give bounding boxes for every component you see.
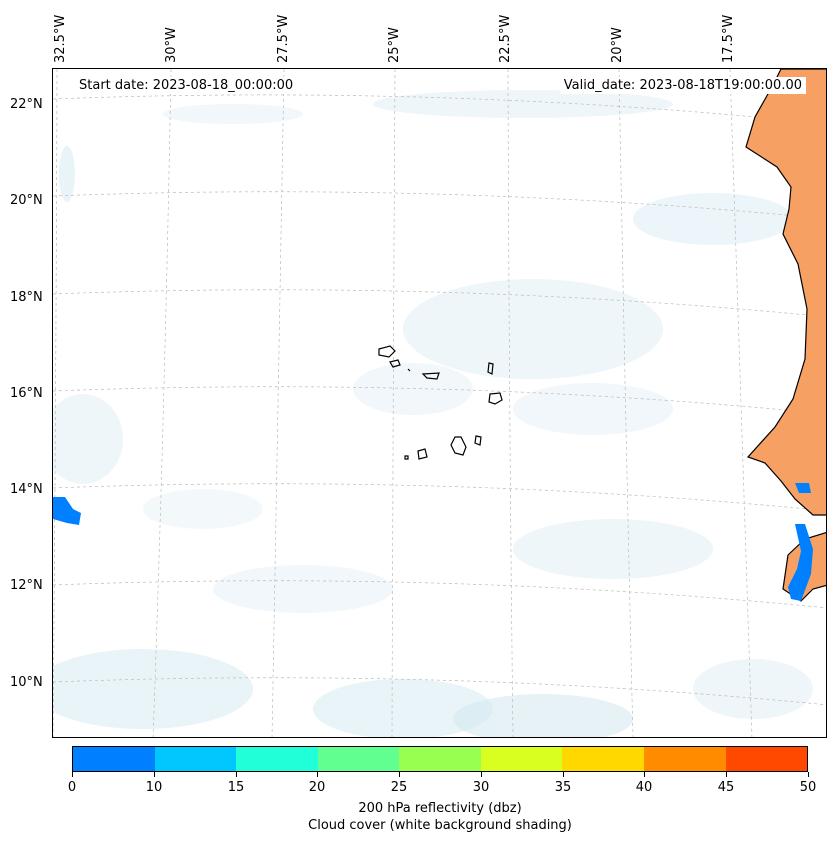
- colorbar-tick: [808, 772, 809, 777]
- lat-label-10n: 10°N: [10, 675, 43, 690]
- colorbar-segment: [399, 747, 481, 771]
- colorbar-tick-label: 30: [472, 780, 490, 795]
- colorbar-tick: [481, 772, 482, 777]
- colorbar-segment: [643, 747, 726, 771]
- map-canvas: [53, 69, 826, 737]
- colorbar-tick-label: 50: [799, 780, 817, 795]
- cape-verde-islands: [378, 345, 503, 460]
- start-date-label: Start date: 2023-08-18_00:00:00: [75, 77, 298, 94]
- lon-label-22-5w: 22.5°W: [498, 14, 513, 63]
- colorbar-tick-label: 20: [308, 780, 326, 795]
- lat-label-12n: 12°N: [10, 578, 43, 593]
- colorbar-segment: [725, 747, 808, 771]
- colorbar-tick: [317, 772, 318, 777]
- lat-label-18n: 18°N: [10, 290, 43, 305]
- lat-label-22n: 22°N: [10, 97, 43, 112]
- map-panel: Start date: 2023-08-18_00:00:00 Valid_da…: [52, 68, 827, 738]
- colorbar-tick: [236, 772, 237, 777]
- lon-label-17-5w: 17.5°W: [721, 14, 736, 63]
- colorbar-segment: [562, 747, 644, 771]
- colorbar-tick-label: 25: [390, 780, 408, 795]
- lon-label-27-5w: 27.5°W: [276, 14, 291, 63]
- lon-label-30w: 30°W: [164, 27, 179, 63]
- colorbar-tick: [563, 772, 564, 777]
- colorbar-tick-label: 0: [67, 780, 77, 795]
- lat-label-20n: 20°N: [10, 193, 43, 208]
- colorbar-subtitle: Cloud cover (white background shading): [308, 818, 572, 833]
- cloud-cover-shading: [53, 90, 813, 737]
- colorbar-title: 200 hPa reflectivity (dbz): [358, 801, 522, 816]
- colorbar-segment: [480, 747, 563, 771]
- colorbar-tick-label: 45: [717, 780, 735, 795]
- africa-land: [745, 69, 826, 516]
- colorbar-tick-label: 35: [554, 780, 572, 795]
- valid-date-label: Valid_date: 2023-08-18T19:00:00.00: [559, 77, 806, 94]
- colorbar-tick: [72, 772, 73, 777]
- colorbar-tick: [726, 772, 727, 777]
- lon-label-32-5w: 32.5°W: [53, 14, 68, 63]
- reflectivity-colorbar: [72, 746, 808, 772]
- colorbar-tick: [644, 772, 645, 777]
- colorbar-segment: [236, 747, 318, 771]
- colorbar-segment: [73, 747, 155, 771]
- colorbar-tick-label: 40: [635, 780, 653, 795]
- colorbar-segment: [317, 747, 400, 771]
- colorbar-tick-label: 10: [145, 780, 163, 795]
- lat-label-16n: 16°N: [10, 386, 43, 401]
- colorbar-tick-label: 15: [227, 780, 245, 795]
- reflectivity-echoes: [53, 483, 813, 601]
- lat-label-14n: 14°N: [10, 482, 43, 497]
- lon-label-25w: 25°W: [387, 27, 402, 63]
- colorbar-tick: [154, 772, 155, 777]
- lon-label-20w: 20°W: [610, 27, 625, 63]
- colorbar-tick: [399, 772, 400, 777]
- colorbar-segment: [154, 747, 237, 771]
